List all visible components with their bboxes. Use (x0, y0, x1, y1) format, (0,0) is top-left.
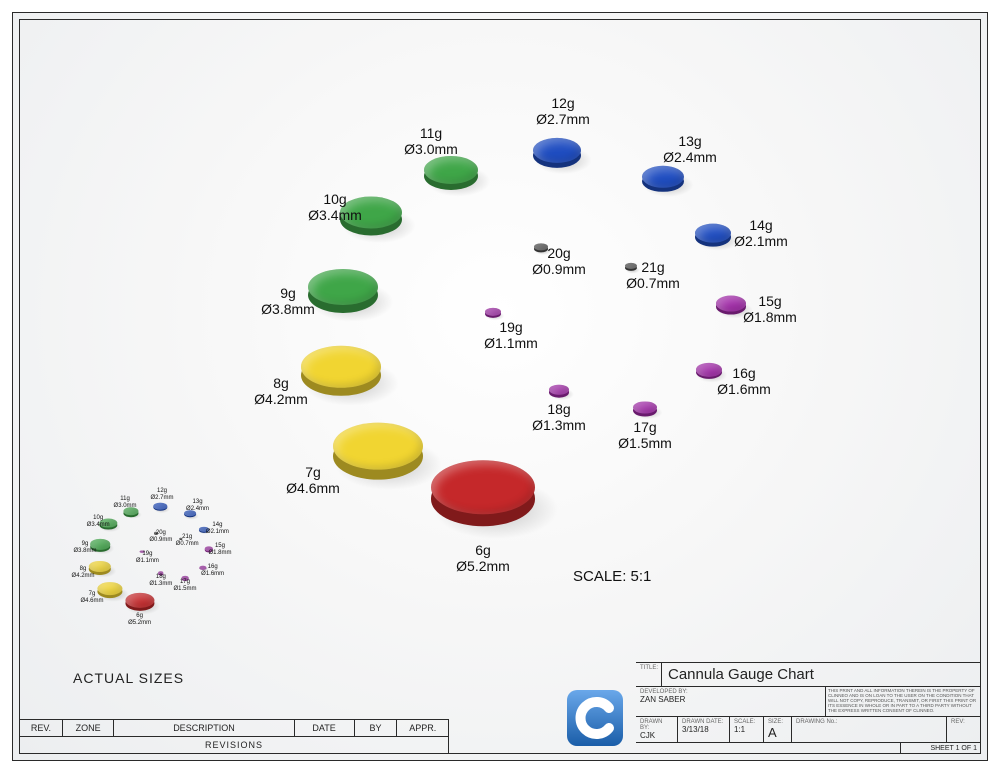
gauge-label: 19gØ1.1mm (484, 319, 538, 351)
gauge-label: 11gØ3.0mm (404, 125, 458, 157)
gauge-label: 15gØ1.8mm (743, 293, 797, 325)
gauge-label: 18gØ1.3mm (532, 401, 586, 433)
gauge-chart-thumbnail: 6gØ5.2mm 7gØ4.6mm 8gØ4.2mm 9gØ3.8mm 10gØ3.4m… (43, 470, 253, 660)
gauge-cylinder (549, 385, 569, 398)
gauge-label: 17gØ1.5mm (173, 579, 196, 593)
gauge-label: 10gØ3.4mm (308, 191, 362, 223)
drawn-date: 3/13/18 (682, 725, 725, 734)
title-block: TITLE: Cannula Gauge Chart DEVELOPED BY:… (636, 662, 981, 754)
gauge-label: 16gØ1.6mm (201, 564, 224, 578)
drawn-by: CJK (640, 731, 673, 740)
gauge-label: 14gØ2.1mm (734, 217, 788, 249)
gauge-label: 17gØ1.5mm (618, 419, 672, 451)
gauge-cylinder (633, 401, 657, 416)
gauge-label: 20gØ0.9mm (149, 530, 172, 544)
gauge-label: 21gØ0.7mm (176, 534, 199, 548)
gauge-label: 9gØ3.8mm (261, 285, 315, 317)
gauge-cylinder (716, 296, 746, 315)
gauge-cylinder (125, 593, 154, 611)
desc-col: DESCRIPTION (114, 720, 294, 737)
drawn-by-label: DRAWN BY: (640, 719, 673, 731)
gauge-cylinder (424, 156, 478, 190)
developed-by: ZAN SABER (640, 695, 821, 704)
revisions-header-row: REV. ZONE DESCRIPTION DATE BY APPR. (20, 720, 449, 737)
drawing-no-label: DRAWING No.: (796, 719, 942, 725)
sheet-label: SHEET 1 OF 1 (901, 743, 981, 754)
gauge-cylinder (333, 423, 423, 480)
gauge-label: 7gØ4.6mm (286, 464, 340, 496)
gauge-label: 20gØ0.9mm (532, 245, 586, 277)
gauge-label: 10gØ3.4mm (87, 515, 110, 529)
gauge-label: 19gØ1.1mm (136, 551, 159, 565)
gauge-cylinder (642, 166, 684, 192)
gauge-label: 12gØ2.7mm (150, 488, 173, 502)
gauge-label: 18gØ1.3mm (149, 574, 172, 588)
gauge-label: 9gØ3.8mm (73, 541, 96, 555)
gauge-label: 21gØ0.7mm (626, 259, 680, 291)
revisions-block: REV. ZONE DESCRIPTION DATE BY APPR. REVI… (19, 719, 449, 754)
gauge-cylinder (533, 138, 581, 168)
gauge-cylinder (431, 460, 535, 526)
drawing-title: Cannula Gauge Chart (662, 663, 981, 686)
gauge-label: 7gØ4.6mm (80, 591, 103, 605)
company-logo (563, 686, 627, 750)
size-value: A (768, 725, 787, 740)
appr-col: APPR. (397, 720, 449, 737)
scale-label: SCALE: 5:1 (573, 568, 651, 585)
gauge-label: 6gØ5.2mm (128, 613, 151, 627)
rev-col: REV. (20, 720, 63, 737)
revisions-title: REVISIONS (20, 737, 449, 754)
gauge-label: 8gØ4.2mm (72, 567, 95, 581)
gauge-label: 16gØ1.6mm (717, 365, 771, 397)
gauge-label: 11gØ3.0mm (114, 497, 137, 511)
gauge-label: 12gØ2.7mm (536, 95, 590, 127)
gauge-label: 8gØ4.2mm (254, 375, 308, 407)
gauge-cylinder (695, 224, 731, 247)
rev-label-tb: REV: (951, 719, 977, 725)
by-col: BY (354, 720, 397, 737)
date-col: DATE (294, 720, 354, 737)
gauge-cylinder (154, 503, 167, 511)
drawing-frame: 6gØ5.2mm 7gØ4.6mm 8gØ4.2mm 9gØ3.8mm 10gØ3.4m… (12, 12, 988, 761)
gauge-label: 13gØ2.4mm (663, 133, 717, 165)
gauge-cylinder (308, 269, 378, 313)
gauge-label: 13gØ2.4mm (186, 499, 209, 513)
gauge-label: 6gØ5.2mm (456, 542, 510, 574)
gauge-cylinder (485, 308, 501, 318)
title-label: TITLE: (636, 663, 662, 686)
gauge-label: 15gØ1.8mm (208, 544, 231, 558)
zone-col: ZONE (62, 720, 113, 737)
gauge-label: 14gØ2.1mm (206, 522, 229, 536)
gauge-cylinder (301, 346, 381, 396)
actual-sizes-label: ACTUAL SIZES (73, 670, 184, 686)
proprietary-text: THIS PRINT AND ALL INFORMATION THEREIN I… (826, 687, 981, 716)
scale-value: 1:1 (734, 725, 759, 734)
